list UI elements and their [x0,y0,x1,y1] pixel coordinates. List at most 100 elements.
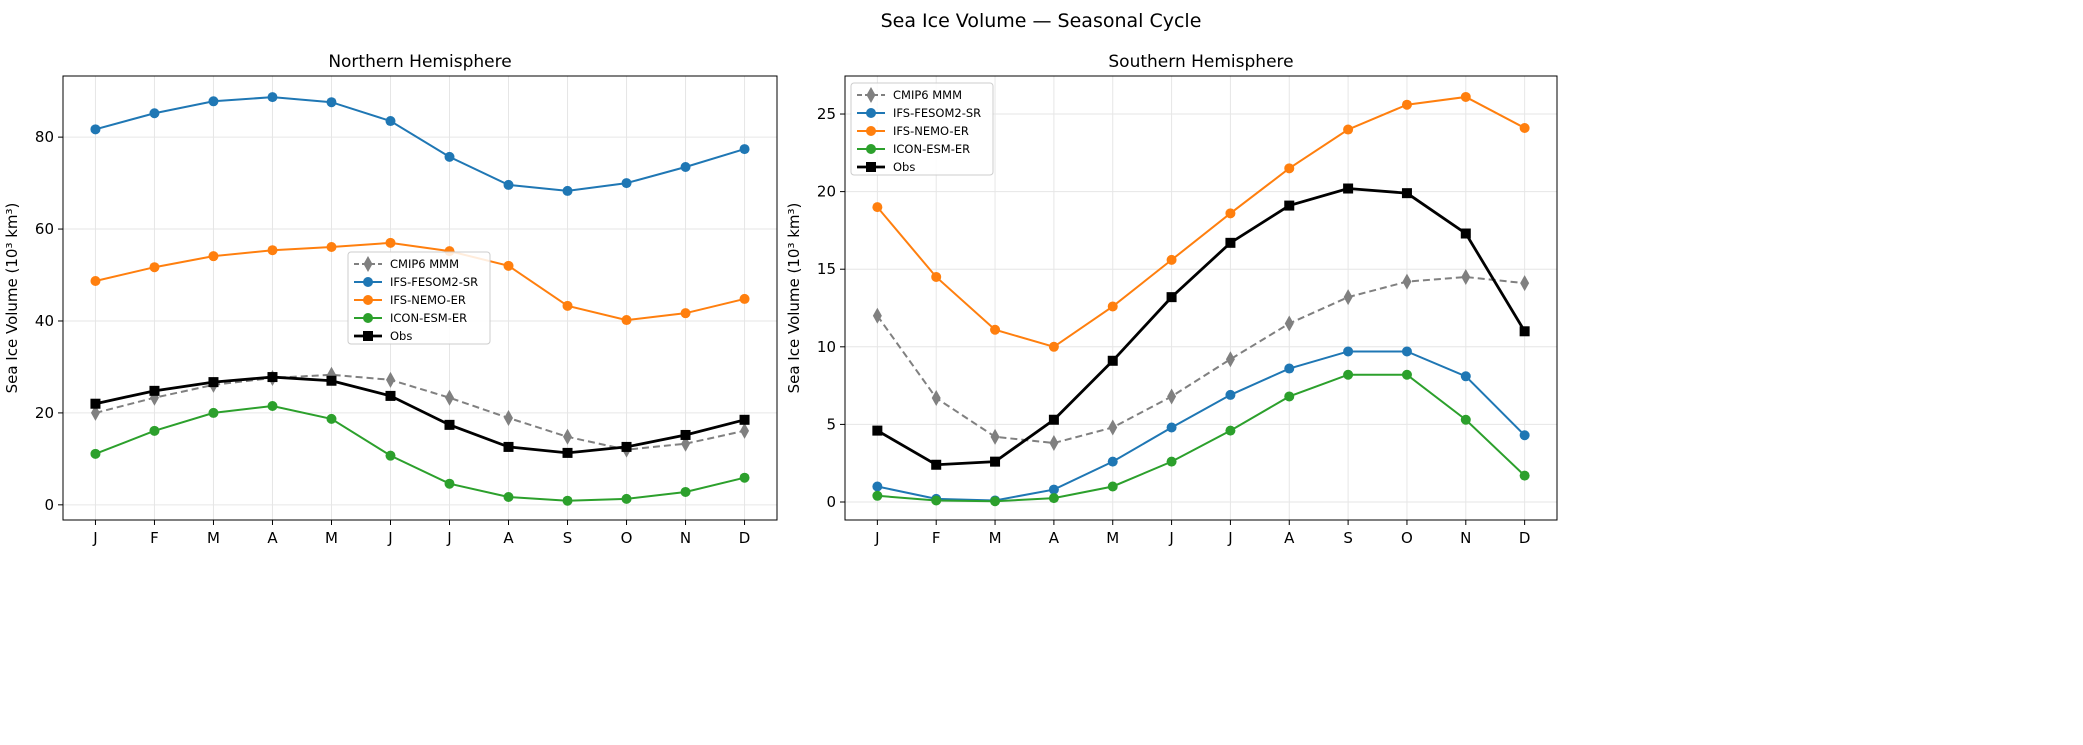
x-tick-label: N [680,529,691,547]
data-point [385,390,396,401]
data-point [385,237,396,248]
chart-title: Southern Hemisphere [1108,52,1293,72]
x-tick-label: D [739,529,751,547]
data-point [1225,425,1236,436]
x-tick-label: J [446,529,451,547]
data-point [1460,371,1471,382]
x-tick-label: N [1460,529,1471,547]
x-tick-label: M [207,529,220,547]
data-point [1519,326,1530,337]
series-line [95,96,745,192]
data-point [1460,91,1471,102]
data-point [267,372,278,383]
data-point [1107,301,1118,312]
data-point [1519,122,1530,133]
data-point [1166,254,1177,265]
data-point [503,260,514,271]
data-point [1343,183,1354,194]
data-point [1166,422,1177,433]
x-tick-label: M [1106,529,1119,547]
data-point [385,450,396,461]
data-point [1166,292,1177,303]
legend-label: Obs [390,329,412,343]
data-point [267,401,278,412]
data-point [1284,200,1295,211]
data-point [90,448,101,459]
data-point [1401,369,1412,380]
data-point [503,179,514,190]
x-tick-label: J [1168,529,1173,547]
y-tick-label: 15 [817,260,836,278]
data-point [503,492,514,503]
data-point [872,307,882,324]
chart-1: Southern Hemisphere J F M A M J J A S O N D 0 5 10 15 20 2… [785,52,1558,547]
data-point [1343,346,1354,357]
data-point [149,385,160,396]
data-point [872,202,883,213]
data-point [1343,369,1354,380]
data-point [931,495,942,506]
data-point [562,300,573,311]
series-line [876,275,1525,445]
legend-marker [363,256,373,272]
legend-label: IFS-NEMO-ER [893,124,969,138]
data-point [385,116,396,127]
data-point [208,407,219,418]
data-point [1048,414,1059,425]
x-tick-label: J [874,529,879,547]
data-point [1166,456,1177,467]
data-point [1225,351,1235,368]
data-point [267,92,278,103]
data-point [1048,484,1059,495]
x-tick-label: S [1343,529,1353,547]
data-point [1519,470,1530,481]
data-point [680,486,691,497]
data-point [1167,388,1177,405]
series-line [95,404,745,502]
data-point [1460,228,1471,239]
data-point [503,441,514,452]
legend-box [850,82,994,176]
data-point [1401,346,1412,357]
y-tick-label: 0 [44,496,54,514]
data-point [445,389,455,406]
x-tick-label: A [503,529,514,547]
data-point [563,428,573,445]
data-point [149,108,160,119]
y-tick-label: 20 [35,404,54,422]
legend-marker [866,162,876,172]
data-point [326,97,337,108]
data-point [680,162,691,173]
y-tick-label: 5 [826,415,836,433]
legend-marker [363,295,373,305]
series-line [95,373,745,451]
data-point [385,371,395,388]
axes-frame [844,75,1558,521]
data-point [444,478,455,489]
x-tick-label: J [387,529,392,547]
y-tick-label: 10 [817,338,836,356]
data-point [621,178,632,189]
data-point [562,447,573,458]
data-point [208,251,219,262]
legend-label: IFS-NEMO-ER [390,293,466,307]
data-point [1401,99,1412,110]
y-axis-label: Sea Ice Volume (10³ km³) [785,203,803,394]
data-point [1284,315,1294,332]
data-point [680,429,691,440]
axes-frame [62,75,778,521]
series-line [876,95,1526,348]
y-tick-label: 0 [826,493,836,511]
data-point [1520,275,1530,292]
data-point [739,414,750,425]
legend-marker [363,313,373,323]
legend-label: CMIP6 MMM [390,257,459,271]
legend-marker [363,277,373,287]
data-point [931,390,941,407]
x-tick-label: O [1401,529,1413,547]
x-tick-label: D [1519,529,1531,547]
data-point [740,422,750,439]
data-point [1225,389,1236,400]
